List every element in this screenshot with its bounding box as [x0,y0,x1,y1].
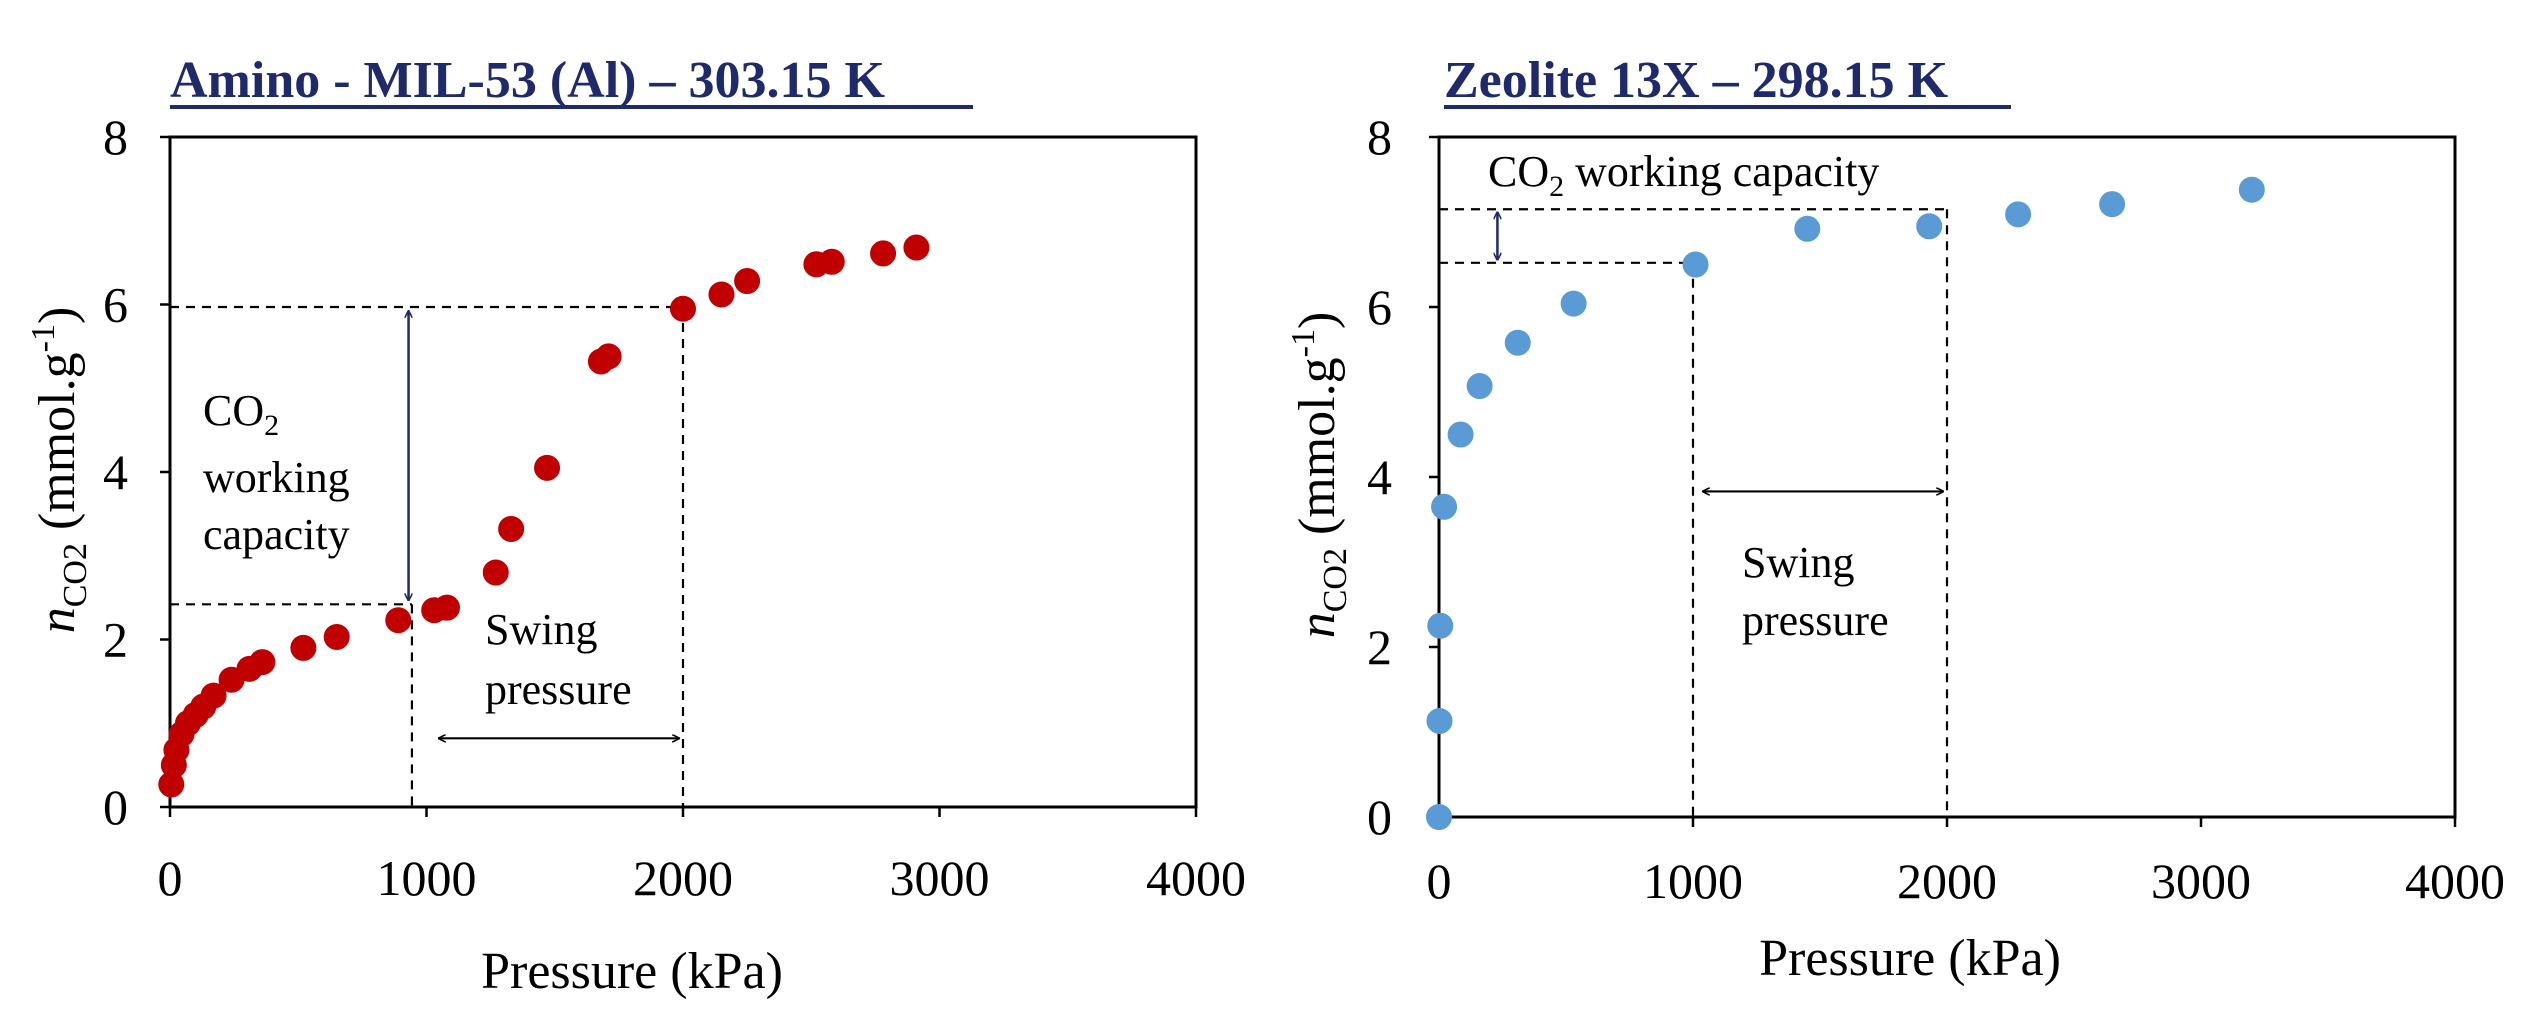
x-tick-label: 3000 [2151,853,2251,909]
x-tick-label: 4000 [1146,850,1246,906]
data-point [870,240,897,267]
chart-title: Amino - MIL-53 (Al) – 303.15 K [170,52,886,109]
x-tick-label: 2000 [1897,853,1997,909]
x-tick-label: 1000 [1643,853,1743,909]
chart-1: Amino - MIL-53 (Al) – 303.15 K 0 1000 2000 3… [25,52,1246,1000]
swing-pressure-label-line1: Swing [1742,538,1854,587]
y-tick-label: 8 [103,109,128,165]
y-tick-label: 6 [103,277,128,333]
data-point [1682,251,1709,278]
data-point [2099,191,2126,218]
data-point [708,281,735,308]
y-tick-label: 8 [1367,109,1392,165]
chart-2: Zeolite 13X – 298.15 K 0 1000 2000 3000 4000 0… [1285,52,2505,987]
data-point [498,515,525,542]
data-point [1560,290,1587,317]
y-tick-label: 2 [103,612,128,668]
data-point [385,607,412,634]
x-tick-label: 2000 [633,850,733,906]
data-point [903,234,930,261]
x-tick-label: 3000 [890,850,990,906]
data-point [1427,612,1454,639]
data-point [595,343,622,370]
data-point [434,594,461,621]
y-tick-label: 0 [1367,789,1392,845]
data-point [818,248,845,275]
y-tick-label: 4 [103,444,128,500]
chart-title: Zeolite 13X – 298.15 K [1444,52,1949,109]
plot-frame [1437,135,2457,819]
data-point [1431,493,1458,520]
data-point [1447,421,1474,448]
y-tick-label: 0 [103,779,128,835]
working-capacity-label-line2: working [203,453,350,502]
data-point [323,623,350,650]
data-point [1504,329,1531,356]
y-axis-label: nCO2 (mmol.g-1) [1285,312,1354,639]
data-point [249,649,276,676]
swing-pressure-label-line2: pressure [485,665,632,714]
data-point [1426,707,1453,734]
working-capacity-label: CO2 working capacity [1488,147,1879,203]
data-point [2238,176,2265,203]
working-capacity-label-line1: CO2 [203,386,279,442]
data-point [534,454,561,481]
data-point [482,559,509,586]
x-axis-label: Pressure (kPa) [1759,930,2061,987]
y-axis-label: nCO2 (mmol.g-1) [25,307,94,634]
data-point [2005,201,2032,228]
x-tick-label: 0 [1427,853,1452,909]
swing-pressure-label-line1: Swing [485,605,597,654]
y-tick-label: 6 [1367,279,1392,335]
data-point [200,682,227,709]
x-tick-label: 0 [158,850,183,906]
swing-pressure-label-line2: pressure [1742,596,1889,645]
working-capacity-label-line3: capacity [203,510,350,559]
data-point [290,634,317,661]
data-point [670,295,696,322]
data-point [1426,804,1452,830]
data-point [1466,373,1493,400]
x-tick-label: 1000 [377,850,477,906]
data-point [1916,213,1943,240]
x-axis-label: Pressure (kPa) [481,943,783,1000]
data-point [1794,215,1821,242]
data-point [734,268,761,295]
x-tick-label: 4000 [2405,853,2505,909]
y-tick-label: 4 [1367,449,1392,505]
y-tick-label: 2 [1367,619,1392,675]
